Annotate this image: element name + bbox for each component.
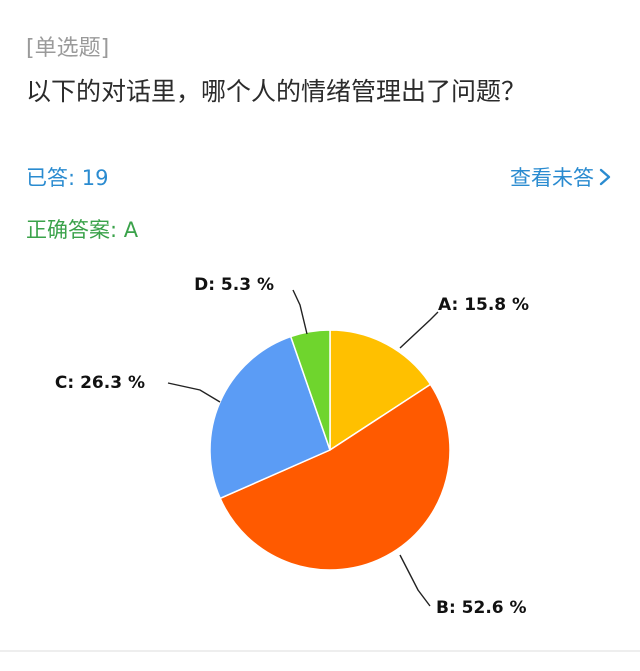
leader-line-b [399,554,431,607]
pie-slice-d [289,329,331,451]
slice-label-b: B: 52.6 % [436,598,527,618]
pie-slice-c [209,335,331,500]
question-type-label: [单选题] [26,36,110,61]
pie-chart: A: 15.8 % B: 52.6 % C: 26.3 % D: 5.3 % [55,275,529,618]
leader-line-d [292,289,308,335]
slice-label-c: C: 26.3 % [55,373,145,393]
view-unanswered-link[interactable]: 查看未答 [510,162,612,192]
view-unanswered-label: 查看未答 [510,166,594,190]
question-title: 以下的对话里，哪个人的情绪管理出了问题？ [26,77,527,106]
divider [0,650,640,652]
leader-line-c [167,382,221,403]
chevron-right-icon [599,168,611,186]
correct-answer: 正确答案: A [26,218,139,242]
leader-line-a [399,311,439,349]
slice-label-a: A: 15.8 % [438,295,529,315]
pie-slice-b [219,383,451,571]
pie-slice-a [329,329,432,452]
slice-label-d: D: 5.3 % [194,275,274,295]
answered-count: 已答: 19 [26,166,109,190]
